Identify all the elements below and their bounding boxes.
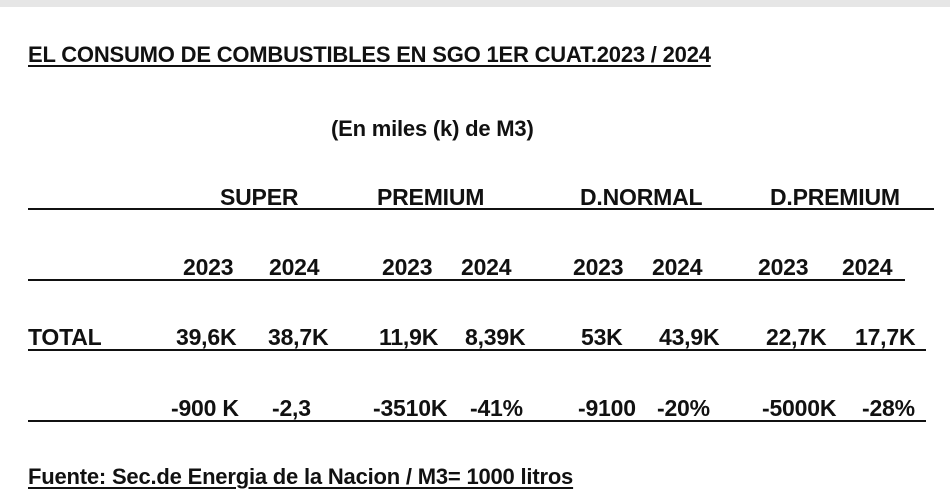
total-super-2024: 38,7K [268,324,329,350]
year-super-2023: 2023 [183,254,234,280]
year-d-premium-2024: 2024 [842,254,893,280]
year-d-normal-2024: 2024 [652,254,703,280]
header-rule [28,208,934,210]
fuel-header-d-normal: D.NORMAL [580,184,703,210]
diff-premium-pct: -41% [470,395,523,421]
units-subtitle: (En miles (k) de M3) [331,116,534,141]
total-premium-2023: 11,9K [379,324,439,350]
fuel-header-d-premium: D.PREMIUM [770,184,900,210]
total-d-normal-2023: 53K [581,324,623,350]
year-d-normal-2023: 2023 [573,254,624,280]
year-premium-2024: 2024 [461,254,512,280]
years-rule [28,279,905,281]
totals-rule [28,349,926,351]
diff-d-normal-pct: -20% [657,395,710,421]
diff-d-premium-abs: -5000K [762,395,837,421]
total-premium-2024: 8,39K [465,324,526,350]
diff-premium-abs: -3510K [373,395,448,421]
diff-d-normal-abs: -9100 [578,395,636,421]
total-super-2023: 39,6K [176,324,237,350]
total-d-normal-2024: 43,9K [659,324,720,350]
diff-super-abs: -900 K [171,395,239,421]
total-d-premium-2024: 17,7K [855,324,916,350]
diff-super-pct: -2,3 [272,395,311,421]
year-super-2024: 2024 [269,254,320,280]
differences-rule [28,420,926,422]
fuel-header-premium: PREMIUM [377,184,485,210]
diff-d-premium-pct: -28% [862,395,915,421]
year-premium-2023: 2023 [382,254,433,280]
fuel-header-super: SUPER [220,184,299,210]
source-note: Fuente: Sec.de Energia de la Nacion / M3… [28,464,574,489]
total-label: TOTAL [28,324,102,350]
page-title: EL CONSUMO DE COMBUSTIBLES EN SGO 1ER CU… [28,42,711,67]
year-d-premium-2023: 2023 [758,254,809,280]
top-border [0,0,950,7]
total-d-premium-2023: 22,7K [766,324,827,350]
